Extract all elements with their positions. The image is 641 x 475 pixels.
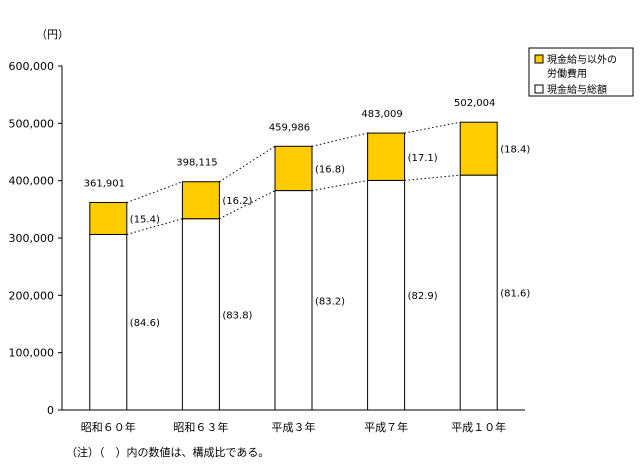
- data-labels: 361,901 (15.4) (84.6) 398,115 (16.2) (83.8) 45…: [84, 98, 531, 329]
- category-label: 平成３年: [272, 420, 316, 434]
- legend-label: 労働費用: [547, 67, 587, 80]
- connector-line-total: [404, 121, 461, 134]
- bar-segment-other-labor-costs: [367, 132, 406, 181]
- y-tick-label: 600,000: [9, 60, 55, 73]
- y-tick-label: 100,000: [9, 347, 55, 360]
- bar-segment-other-labor-costs: [274, 145, 313, 192]
- total-value-label: 483,009: [361, 109, 402, 120]
- x-axis: 昭和６０年 昭和６３年 平成３年 平成７年 平成１０年: [81, 420, 506, 434]
- y-tick-label: 0: [47, 404, 54, 417]
- share-label-cash-wages: (83.8): [222, 310, 252, 321]
- total-value-label: 459,986: [269, 122, 310, 133]
- share-label-other-labor-costs: (15.4): [130, 214, 160, 225]
- bar-segment-cash-wages: [274, 190, 313, 411]
- bar-segment-cash-wages: [367, 179, 406, 411]
- y-tick-label: 500,000: [9, 117, 55, 130]
- bar-segment-cash-wages: [89, 233, 128, 411]
- connector-lines: [126, 121, 461, 235]
- legend-label: 現金給与以外の: [547, 53, 617, 66]
- share-label-cash-wages: (84.6): [130, 318, 160, 329]
- share-label-cash-wages: (81.6): [500, 289, 530, 300]
- bar-segment-other-labor-costs: [89, 202, 128, 235]
- share-label-other-labor-costs: (16.8): [315, 164, 345, 175]
- bar-segment-other-labor-costs: [459, 121, 498, 176]
- legend-swatch: [534, 84, 544, 94]
- share-label-cash-wages: (82.9): [408, 291, 438, 302]
- total-value-label: 398,115: [176, 158, 217, 169]
- category-label: 昭和６３年: [173, 420, 228, 434]
- category-label: 平成７年: [364, 420, 408, 434]
- category-label: 昭和６０年: [81, 420, 136, 434]
- share-label-cash-wages: (83.2): [315, 296, 345, 307]
- chart-note: （注）（ ）内の数値は、構成比である。: [66, 445, 269, 459]
- legend-box: [528, 47, 634, 97]
- legend-swatch: [534, 54, 544, 64]
- y-tick-label: 300,000: [9, 232, 55, 245]
- share-label-other-labor-costs: (17.1): [408, 153, 438, 164]
- connector-line-cash-wages: [404, 174, 461, 181]
- bar-segment-other-labor-costs: [181, 181, 220, 220]
- total-value-label: 361,901: [84, 179, 125, 190]
- category-label: 平成１０年: [451, 420, 506, 434]
- connector-line-total: [126, 181, 183, 203]
- y-axis-unit-label: （円）: [36, 28, 69, 41]
- connector-line-total: [219, 145, 276, 183]
- y-tick-label: 200,000: [9, 289, 55, 302]
- share-label-other-labor-costs: (18.4): [500, 145, 530, 156]
- legend-label: 現金給与総額: [547, 83, 607, 96]
- bar-segment-cash-wages: [459, 174, 498, 411]
- connector-line-total: [311, 132, 368, 147]
- y-tick-label: 400,000: [9, 175, 55, 188]
- bar-segment-cash-wages: [181, 218, 220, 411]
- total-value-label: 502,004: [454, 98, 495, 109]
- share-label-other-labor-costs: (16.2): [222, 196, 252, 207]
- connector-line-cash-wages: [126, 218, 183, 235]
- bars: [89, 121, 498, 411]
- connector-line-cash-wages: [311, 179, 368, 192]
- y-axis: 0 100,000 200,000 300,000 400,000 500,000 600,…: [9, 60, 525, 417]
